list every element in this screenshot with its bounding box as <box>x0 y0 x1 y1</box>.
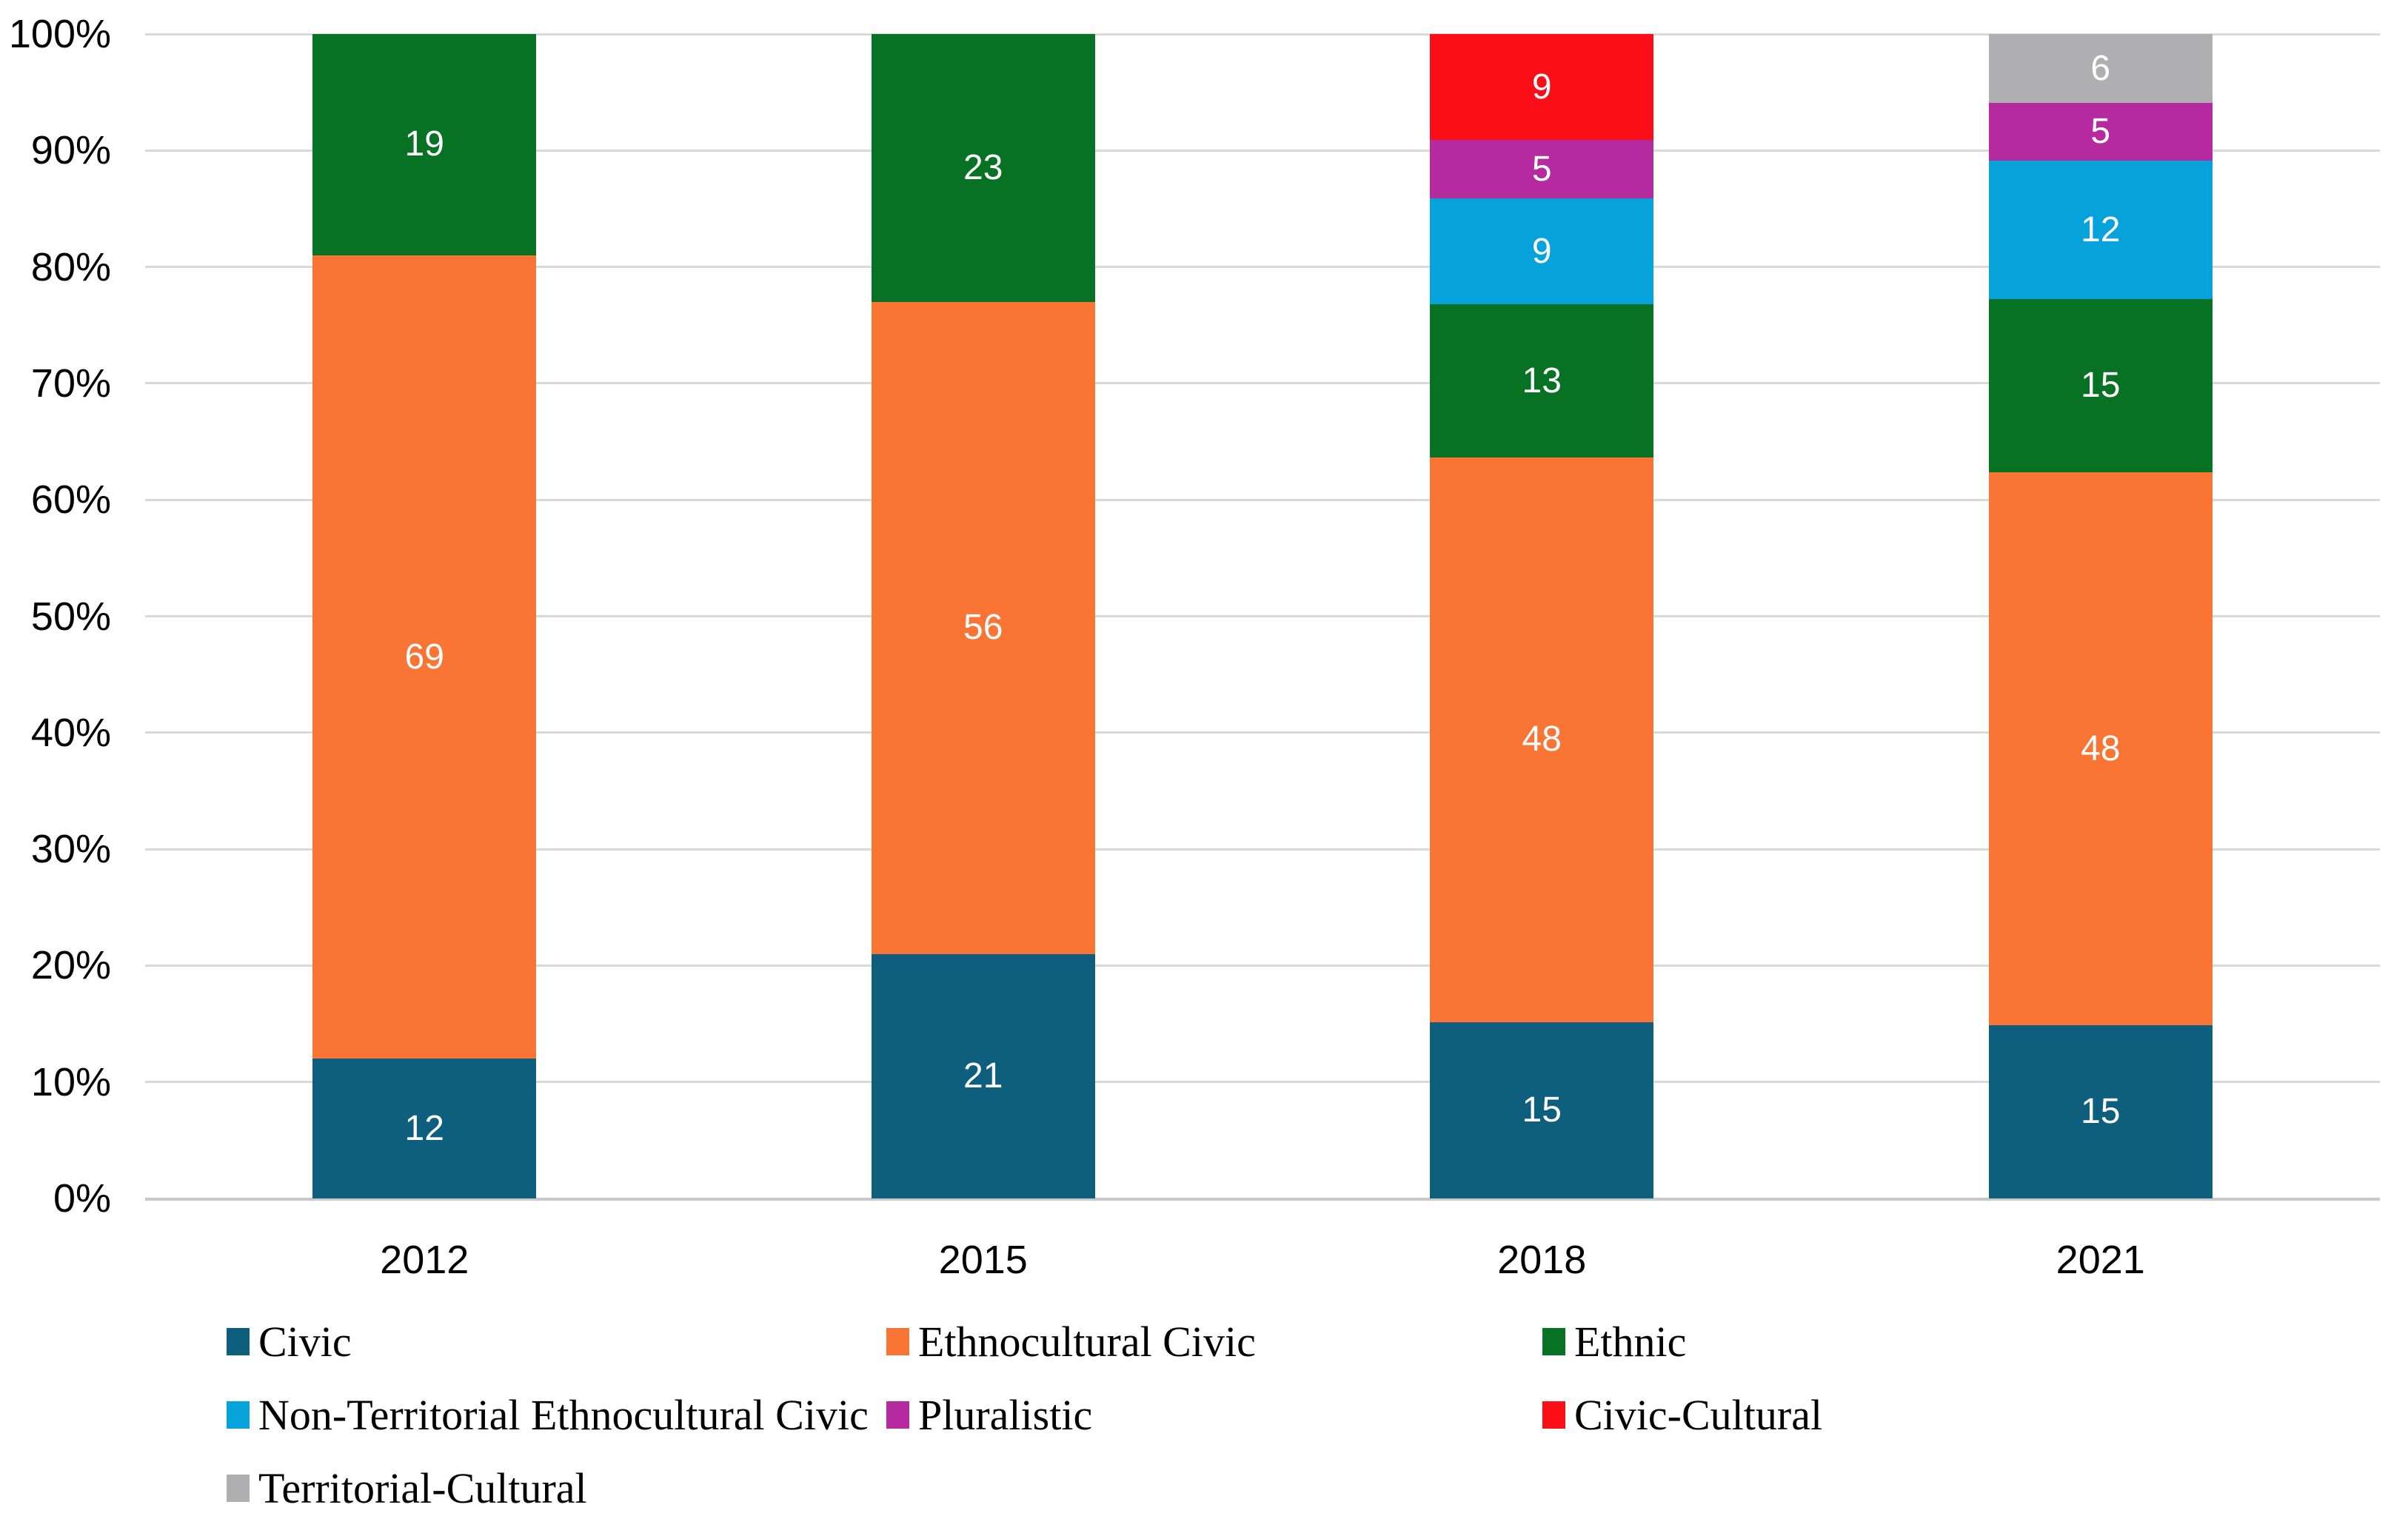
segment-value-label: 69 <box>404 637 444 677</box>
segment-value-label: 5 <box>1531 149 1552 189</box>
legend-item-civic: Civic <box>227 1317 886 1366</box>
x-axis-line <box>145 1197 2380 1201</box>
y-tick-label-70: 70% <box>30 360 111 406</box>
bar-segment-2018-pluralistic: 5 <box>1430 140 1654 199</box>
legend-item-ethnic: Ethnic <box>1542 1317 2374 1366</box>
gridline-90 <box>145 149 2380 152</box>
legend-swatch-pluralistic <box>886 1401 909 1429</box>
y-tick-label-30: 30% <box>30 827 111 872</box>
legend-swatch-ethnocultural-civic <box>886 1328 909 1355</box>
y-tick-label-60: 60% <box>30 477 111 523</box>
bar-segment-2012-civic: 12 <box>312 1059 537 1198</box>
x-tick-label-2018: 2018 <box>1497 1238 1587 1282</box>
bar-segment-2018-civic-cultural: 9 <box>1430 34 1654 140</box>
legend-label: Territorial-Cultural <box>258 1464 587 1512</box>
bar-segment-2012-ethnic: 19 <box>312 34 537 255</box>
segment-value-label: 12 <box>404 1108 444 1148</box>
y-tick-label-50: 50% <box>30 594 111 639</box>
legend-item-territorial-cultural: Territorial-Cultural <box>227 1463 886 1513</box>
gridline-10 <box>145 1081 2380 1084</box>
segment-value-label: 9 <box>1531 67 1552 107</box>
y-tick-label-40: 40% <box>30 710 111 755</box>
gridline-100 <box>145 33 2380 36</box>
x-tick-label-2012: 2012 <box>380 1238 469 1282</box>
bar-segment-2018-ethnic: 13 <box>1430 304 1654 457</box>
y-tick-label-10: 10% <box>30 1059 111 1104</box>
bar-segment-2018-non-territorial-ethnocultural-civic: 9 <box>1430 198 1654 305</box>
bar-segment-2021-territorial-cultural: 6 <box>1988 34 2213 104</box>
segment-value-label: 13 <box>1522 360 1562 400</box>
legend-swatch-territorial-cultural <box>227 1475 250 1502</box>
y-tick-label-80: 80% <box>30 244 111 289</box>
y-tick-label-90: 90% <box>30 128 111 173</box>
gridline-30 <box>145 848 2380 851</box>
segment-value-label: 21 <box>963 1056 1003 1096</box>
legend-label: Pluralistic <box>918 1391 1093 1439</box>
segment-value-label: 9 <box>1531 231 1552 271</box>
segment-value-label: 23 <box>963 147 1003 187</box>
y-tick-label-0: 0% <box>53 1176 111 1221</box>
gridline-50 <box>145 615 2380 617</box>
y-tick-label-100: 100% <box>8 12 111 56</box>
segment-value-label: 48 <box>1522 720 1562 759</box>
y-tick-label-20: 20% <box>30 943 111 988</box>
bar-segment-2021-ethnic: 15 <box>1988 299 2213 472</box>
gridline-60 <box>145 498 2380 501</box>
legend-label: Ethnic <box>1574 1318 1687 1366</box>
bar-segment-2015-ethnocultural-civic: 56 <box>871 301 1095 954</box>
segment-value-label: 56 <box>963 608 1003 648</box>
gridline-40 <box>145 731 2380 734</box>
legend-item-pluralistic: Pluralistic <box>886 1390 1542 1440</box>
legend-label: Non-Territorial Ethnocultural Civic <box>258 1391 869 1439</box>
x-tick-label-2015: 2015 <box>938 1238 1028 1282</box>
segment-value-label: 15 <box>1522 1090 1562 1130</box>
x-tick-label-2021: 2021 <box>2056 1238 2145 1282</box>
bar-segment-2021-pluralistic: 5 <box>1988 103 2213 161</box>
bar-segment-2021-non-territorial-ethnocultural-civic: 12 <box>1988 161 2213 300</box>
legend: Civic Ethnocultural Civic Ethnic Non-Territ… <box>227 1305 2374 1516</box>
segment-value-label: 12 <box>2081 209 2121 249</box>
legend-item-civic-cultural: Civic-Cultural <box>1542 1390 2374 1440</box>
bar-segment-2015-ethnic: 23 <box>871 34 1095 302</box>
bar-segment-2018-ethnocultural-civic: 48 <box>1430 457 1654 1022</box>
gridline-20 <box>145 964 2380 967</box>
legend-label: Ethnocultural Civic <box>918 1318 1256 1366</box>
segment-value-label: 15 <box>2081 1092 2121 1132</box>
segment-value-label: 48 <box>2081 728 2121 768</box>
segment-value-label: 5 <box>2090 112 2111 152</box>
bar-segment-2015-civic: 21 <box>871 953 1095 1198</box>
legend-label: Civic <box>258 1318 352 1366</box>
bar-segment-2021-civic: 15 <box>1988 1025 2213 1198</box>
legend-swatch-ethnic <box>1542 1328 1565 1355</box>
segment-value-label: 6 <box>2090 48 2111 88</box>
bar-segment-2021-ethnocultural-civic: 48 <box>1988 472 2213 1026</box>
gridline-70 <box>145 382 2380 385</box>
legend-swatch-civic <box>227 1328 250 1355</box>
legend-swatch-non-territorial-ethnocultural-civic <box>227 1401 250 1429</box>
segment-value-label: 19 <box>404 124 444 164</box>
segment-value-label: 15 <box>2081 366 2121 405</box>
legend-item-non-territorial-ethnocultural-civic: Non-Territorial Ethnocultural Civic <box>227 1390 886 1440</box>
bar-segment-2018-civic: 15 <box>1430 1022 1654 1198</box>
bar-segment-2012-ethnocultural-civic: 69 <box>312 255 537 1059</box>
legend-item-ethnocultural-civic: Ethnocultural Civic <box>886 1317 1542 1366</box>
legend-label: Civic-Cultural <box>1574 1391 1823 1439</box>
legend-swatch-civic-cultural <box>1542 1401 1565 1429</box>
gridline-80 <box>145 266 2380 269</box>
